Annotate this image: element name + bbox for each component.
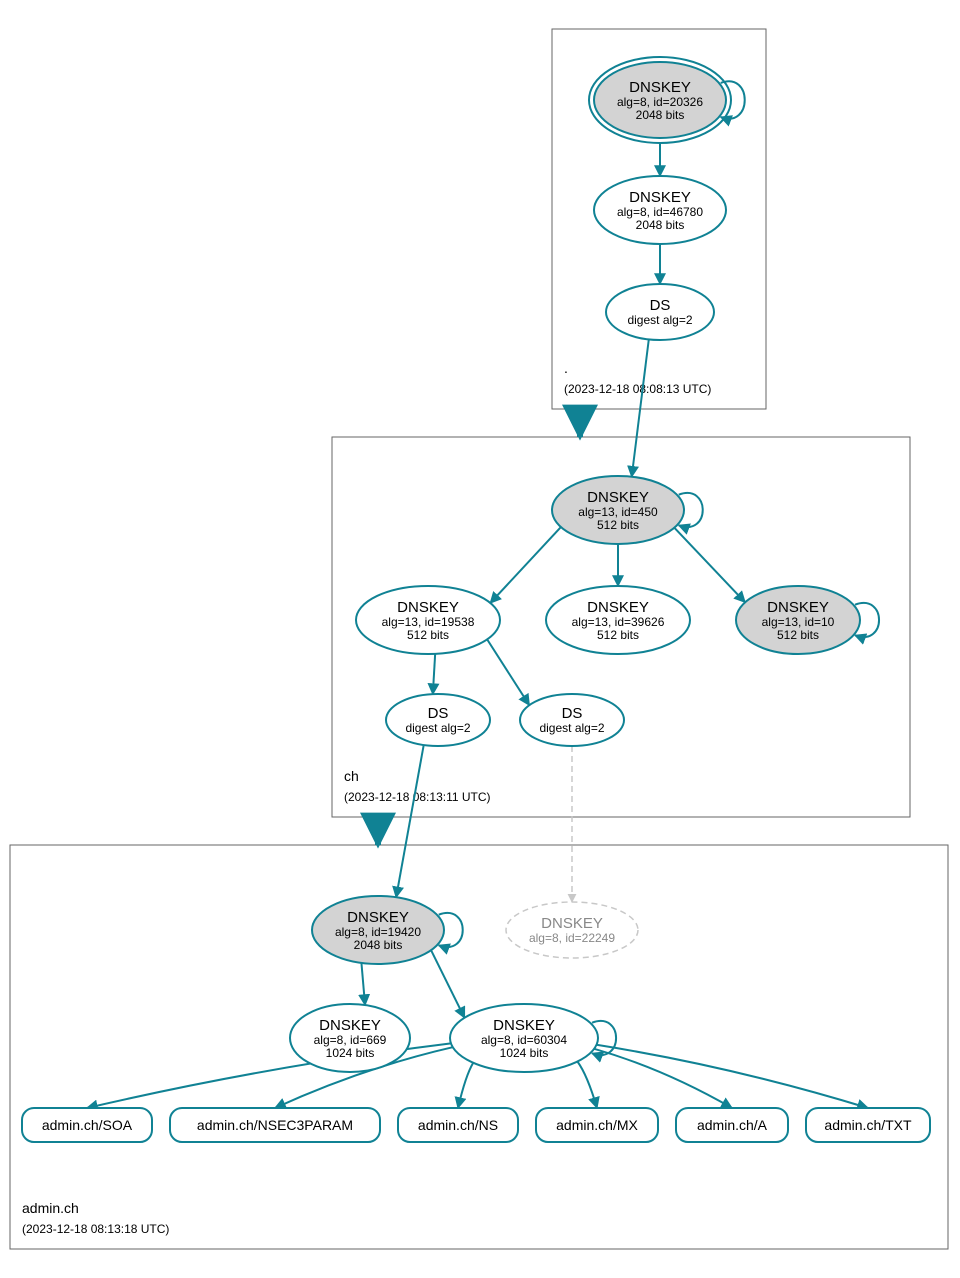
node-title: DNSKEY xyxy=(767,599,829,616)
edge xyxy=(396,745,424,897)
edge xyxy=(431,950,464,1018)
node-title: DS xyxy=(562,705,583,722)
node-sub1: alg=8, id=60304 xyxy=(481,1033,567,1047)
node-sub1: alg=13, id=450 xyxy=(578,505,658,519)
rr-label: admin.ch/TXT xyxy=(824,1117,912,1133)
edge xyxy=(487,639,529,705)
edge xyxy=(632,339,649,476)
rr-label: admin.ch/A xyxy=(697,1117,768,1133)
node-sub2: 2048 bits xyxy=(636,108,685,122)
node-admin_zsk2: DNSKEYalg=8, id=603041024 bits xyxy=(450,1004,616,1072)
node-sub2: 512 bits xyxy=(777,628,819,642)
node-sub1: alg=8, id=669 xyxy=(314,1033,387,1047)
node-sub1: digest alg=2 xyxy=(539,721,604,735)
node-sub2: 1024 bits xyxy=(500,1046,549,1060)
node-sub2: 2048 bits xyxy=(354,938,403,952)
node-ch_zsk3: DNSKEYalg=13, id=10512 bits xyxy=(736,586,879,654)
node-root_ds: DSdigest alg=2 xyxy=(606,284,714,340)
rr-label: admin.ch/SOA xyxy=(42,1117,133,1133)
node-title: DS xyxy=(650,297,671,314)
node-root_zsk: DNSKEYalg=8, id=467802048 bits xyxy=(594,176,726,244)
node-sub1: digest alg=2 xyxy=(405,721,470,735)
node-sub1: alg=8, id=20326 xyxy=(617,95,703,109)
node-admin_missing: DNSKEYalg=8, id=22249 xyxy=(506,902,638,958)
node-title: DNSKEY xyxy=(397,599,459,616)
node-title: DNSKEY xyxy=(319,1017,381,1034)
edge xyxy=(490,527,561,603)
rr-edge xyxy=(597,1045,868,1108)
edge xyxy=(433,654,435,694)
node-sub1: alg=8, id=46780 xyxy=(617,205,703,219)
rr-label: admin.ch/NS xyxy=(418,1117,498,1133)
rr-label: admin.ch/NSEC3PARAM xyxy=(197,1117,353,1133)
node-title: DNSKEY xyxy=(347,909,409,926)
node-sub2: 2048 bits xyxy=(636,218,685,232)
node-sub2: 512 bits xyxy=(597,518,639,532)
zone-timestamp-ch: (2023-12-18 08:13:11 UTC) xyxy=(344,790,491,804)
node-sub1: alg=13, id=39626 xyxy=(572,615,665,629)
node-title: DS xyxy=(428,705,449,722)
zone-label-ch: ch xyxy=(344,768,359,784)
node-sub1: digest alg=2 xyxy=(627,313,692,327)
rr-label: admin.ch/MX xyxy=(556,1117,638,1133)
node-ch_ds2: DSdigest alg=2 xyxy=(520,694,624,746)
zone-timestamp-root: (2023-12-18 08:08:13 UTC) xyxy=(564,382,711,396)
node-title: DNSKEY xyxy=(541,915,603,932)
node-title: DNSKEY xyxy=(629,189,691,206)
edge xyxy=(361,963,365,1005)
node-sub2: 1024 bits xyxy=(326,1046,375,1060)
rr-edge xyxy=(458,1063,473,1108)
node-admin_zsk1: DNSKEYalg=8, id=6691024 bits xyxy=(290,1004,410,1072)
edge xyxy=(674,528,745,603)
rr-edge xyxy=(577,1062,597,1108)
node-root_ksk: DNSKEYalg=8, id=203262048 bits xyxy=(589,57,745,143)
node-sub1: alg=8, id=19420 xyxy=(335,925,421,939)
node-title: DNSKEY xyxy=(587,599,649,616)
node-ch_zsk1: DNSKEYalg=13, id=19538512 bits xyxy=(356,586,500,654)
node-sub1: alg=8, id=22249 xyxy=(529,931,615,945)
node-sub2: 512 bits xyxy=(597,628,639,642)
zone-timestamp-admin: (2023-12-18 08:13:18 UTC) xyxy=(22,1222,169,1236)
node-admin_ksk: DNSKEYalg=8, id=194202048 bits xyxy=(312,896,463,964)
node-sub1: alg=13, id=19538 xyxy=(382,615,475,629)
node-ch_ds1: DSdigest alg=2 xyxy=(386,694,490,746)
zone-label-root: . xyxy=(564,360,568,376)
nodes-layer: DNSKEYalg=8, id=203262048 bitsDNSKEYalg=… xyxy=(22,57,930,1142)
node-sub1: alg=13, id=10 xyxy=(762,615,835,629)
dnssec-diagram: . (2023-12-18 08:08:13 UTC) ch (2023-12-18 … xyxy=(0,0,960,1278)
zone-label-admin: admin.ch xyxy=(22,1200,79,1216)
node-sub2: 512 bits xyxy=(407,628,449,642)
node-title: DNSKEY xyxy=(629,79,691,96)
node-ch_zsk2: DNSKEYalg=13, id=39626512 bits xyxy=(546,586,690,654)
node-title: DNSKEY xyxy=(587,489,649,506)
node-title: DNSKEY xyxy=(493,1017,555,1034)
rr-edge xyxy=(594,1049,732,1108)
